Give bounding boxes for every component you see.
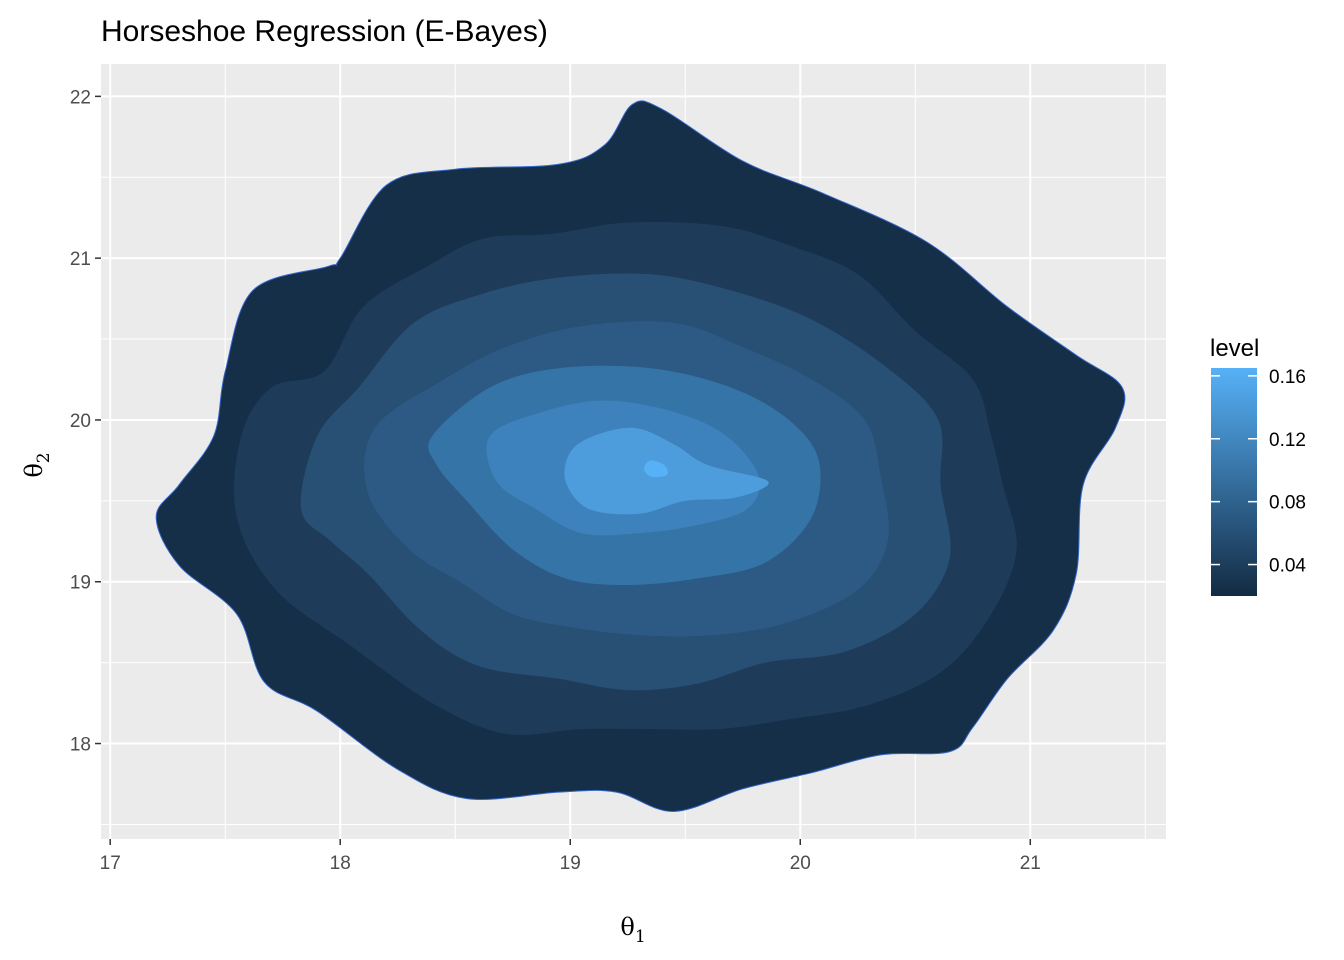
color-legend: level 0.04 0.08 0.12 0.16 (1210, 335, 1306, 596)
y-tick-label: 19 (70, 573, 91, 594)
y-axis-subscript: 2 (34, 452, 54, 463)
legend-tick-label: 0.04 (1269, 556, 1306, 577)
y-axis-symbol: θ (20, 463, 48, 477)
x-tick-label: 17 (100, 853, 121, 874)
x-tick-label: 20 (790, 853, 811, 874)
x-tick-label: 19 (560, 853, 581, 874)
y-tick-label: 21 (70, 249, 91, 270)
svg-text:θ1: θ1 (620, 913, 645, 947)
x-tick-label: 18 (330, 853, 351, 874)
y-axis-title: θ2 (20, 452, 54, 477)
svg-text:θ2: θ2 (20, 452, 54, 477)
x-axis: 17 18 19 20 21 (100, 839, 1041, 874)
legend-tick-label: 0.16 (1269, 367, 1306, 388)
legend-ticks: 0.04 0.08 0.12 0.16 (1211, 367, 1306, 577)
x-axis-subscript: 1 (635, 927, 646, 947)
legend-tick-label: 0.08 (1269, 493, 1306, 514)
y-axis: 18 19 20 21 22 (70, 87, 101, 756)
y-tick-label: 18 (70, 735, 91, 756)
chart-title: Horseshoe Regression (E-Bayes) (101, 15, 548, 48)
x-axis-title: θ1 (620, 913, 645, 947)
contour-bands (155, 100, 1126, 813)
y-tick-label: 22 (70, 87, 91, 108)
legend-colorbar (1211, 368, 1257, 596)
y-tick-label: 20 (70, 411, 91, 432)
contour-band-level-7 (643, 460, 668, 478)
legend-tick-label: 0.12 (1269, 430, 1306, 451)
x-axis-symbol: θ (620, 913, 634, 941)
x-tick-label: 21 (1020, 853, 1041, 874)
legend-title: level (1210, 335, 1259, 362)
